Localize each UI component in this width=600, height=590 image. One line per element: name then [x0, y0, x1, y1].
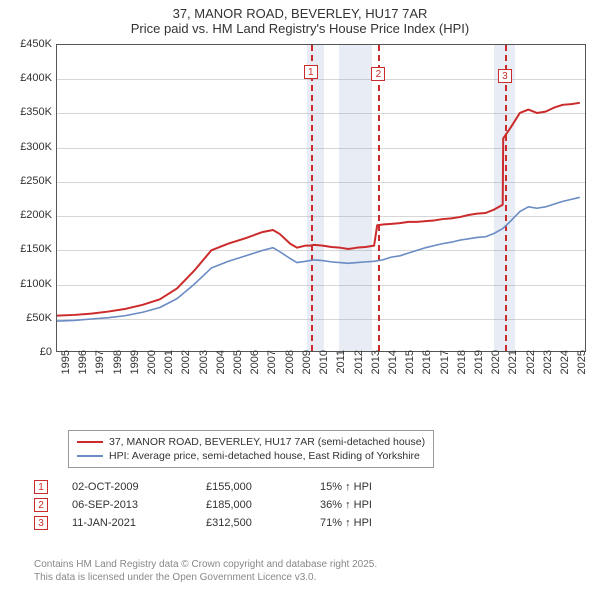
x-tick-label: 2015	[404, 350, 416, 390]
sales-marker: 3	[34, 516, 48, 530]
x-tick-label: 2021	[507, 350, 519, 390]
title-address: 37, MANOR ROAD, BEVERLEY, HU17 7AR	[0, 6, 600, 21]
y-tick-label: £150K	[8, 243, 52, 255]
y-tick-label: £250K	[8, 175, 52, 187]
footer-attribution: Contains HM Land Registry data © Crown c…	[34, 558, 377, 584]
y-tick-label: £200K	[8, 209, 52, 221]
x-tick-label: 2019	[473, 350, 485, 390]
sales-pct: 71% ↑ HPI	[320, 517, 420, 529]
x-tick-label: 1999	[129, 350, 141, 390]
chart-wrap: £0 £50K £100K £150K £200K £250K £300K £350K £400…	[8, 44, 592, 382]
legend-row: HPI: Average price, semi-detached house,…	[77, 449, 425, 463]
y-tick-label: £450K	[8, 38, 52, 50]
x-tick-label: 2013	[370, 350, 382, 390]
series-hpi	[57, 197, 580, 321]
x-tick-label: 2000	[146, 350, 158, 390]
x-tick-label: 2018	[456, 350, 468, 390]
sales-marker: 2	[34, 498, 48, 512]
x-tick-label: 1997	[94, 350, 106, 390]
x-tick-label: 2010	[318, 350, 330, 390]
x-tick-label: 2025	[576, 350, 588, 390]
title-block: 37, MANOR ROAD, BEVERLEY, HU17 7AR Price…	[0, 0, 600, 36]
sales-price: £312,500	[206, 517, 296, 529]
x-tick-label: 2006	[249, 350, 261, 390]
x-tick-label: 1995	[60, 350, 72, 390]
x-tick-label: 2005	[232, 350, 244, 390]
sales-date: 02-OCT-2009	[72, 481, 182, 493]
sales-pct: 15% ↑ HPI	[320, 481, 420, 493]
legend-row: 37, MANOR ROAD, BEVERLEY, HU17 7AR (semi…	[77, 435, 425, 449]
sales-marker: 1	[34, 480, 48, 494]
event-marker: 1	[304, 65, 318, 79]
x-tick-label: 2003	[198, 350, 210, 390]
line-series-svg	[57, 45, 585, 351]
legend-box: 37, MANOR ROAD, BEVERLEY, HU17 7AR (semi…	[68, 430, 434, 468]
x-tick-label: 2011	[335, 350, 347, 390]
x-tick-label: 1996	[77, 350, 89, 390]
legend-swatch	[77, 441, 103, 443]
sales-row: 3 11-JAN-2021 £312,500 71% ↑ HPI	[34, 514, 420, 532]
event-marker: 2	[371, 67, 385, 81]
y-tick-label: £50K	[8, 312, 52, 324]
x-tick-label: 1998	[112, 350, 124, 390]
x-tick-label: 2004	[215, 350, 227, 390]
sales-price: £185,000	[206, 499, 296, 511]
x-tick-label: 2017	[439, 350, 451, 390]
footer-line1: Contains HM Land Registry data © Crown c…	[34, 558, 377, 571]
sales-price: £155,000	[206, 481, 296, 493]
y-tick-label: £100K	[8, 278, 52, 290]
footer-line2: This data is licensed under the Open Gov…	[34, 571, 377, 584]
x-tick-label: 2012	[353, 350, 365, 390]
sales-row: 2 06-SEP-2013 £185,000 36% ↑ HPI	[34, 496, 420, 514]
y-tick-label: £400K	[8, 72, 52, 84]
legend-swatch	[77, 455, 103, 457]
x-tick-label: 2007	[266, 350, 278, 390]
x-tick-label: 2020	[490, 350, 502, 390]
legend-label: HPI: Average price, semi-detached house,…	[109, 450, 420, 462]
sales-date: 06-SEP-2013	[72, 499, 182, 511]
x-tick-label: 2002	[180, 350, 192, 390]
sales-pct: 36% ↑ HPI	[320, 499, 420, 511]
x-tick-label: 2001	[163, 350, 175, 390]
y-tick-label: £300K	[8, 141, 52, 153]
title-subtitle: Price paid vs. HM Land Registry's House …	[0, 21, 600, 36]
sales-table: 1 02-OCT-2009 £155,000 15% ↑ HPI 2 06-SEP-201…	[34, 478, 420, 532]
x-tick-label: 2022	[525, 350, 537, 390]
x-tick-label: 2014	[387, 350, 399, 390]
series-price_paid	[57, 103, 580, 316]
y-tick-label: £0	[8, 346, 52, 358]
event-marker: 3	[498, 69, 512, 83]
plot-area: 1 2 3	[56, 44, 586, 352]
x-tick-label: 2023	[542, 350, 554, 390]
legend-label: 37, MANOR ROAD, BEVERLEY, HU17 7AR (semi…	[109, 436, 425, 448]
sales-row: 1 02-OCT-2009 £155,000 15% ↑ HPI	[34, 478, 420, 496]
x-tick-label: 2009	[301, 350, 313, 390]
x-tick-label: 2024	[559, 350, 571, 390]
x-tick-label: 2008	[284, 350, 296, 390]
chart-container: 37, MANOR ROAD, BEVERLEY, HU17 7AR Price…	[0, 0, 600, 590]
x-tick-label: 2016	[421, 350, 433, 390]
y-tick-label: £350K	[8, 106, 52, 118]
sales-date: 11-JAN-2021	[72, 517, 182, 529]
